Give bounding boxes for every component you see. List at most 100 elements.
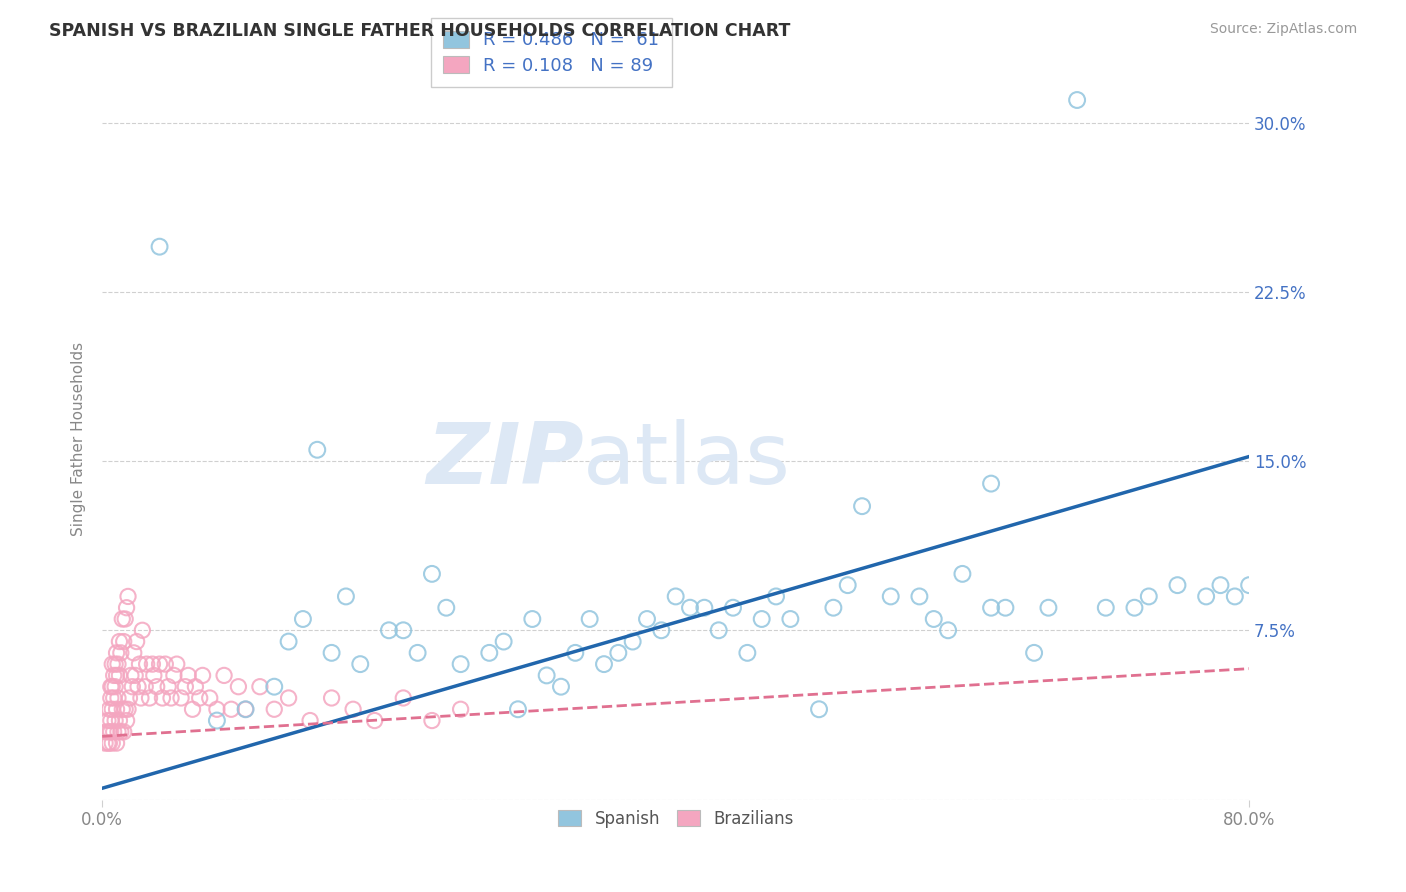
Point — [107, 657, 129, 672]
Point — [117, 702, 139, 716]
Point — [1209, 578, 1232, 592]
Point — [1123, 600, 1146, 615]
Point — [108, 634, 131, 648]
Point — [392, 690, 415, 705]
Point — [115, 714, 138, 728]
Point — [122, 646, 145, 660]
Point — [101, 736, 124, 750]
Point — [363, 714, 385, 728]
Point — [307, 442, 329, 457]
Point — [107, 724, 129, 739]
Point — [108, 668, 131, 682]
Point — [564, 646, 586, 660]
Point — [128, 657, 150, 672]
Point — [593, 657, 616, 672]
Point — [263, 680, 285, 694]
Point — [263, 702, 285, 716]
Point — [249, 680, 271, 694]
Point — [980, 476, 1002, 491]
Point — [101, 680, 124, 694]
Point — [693, 600, 716, 615]
Point — [406, 646, 429, 660]
Point — [100, 680, 122, 694]
Point — [922, 612, 945, 626]
Point — [607, 646, 630, 660]
Point — [105, 736, 128, 750]
Y-axis label: Single Father Households: Single Father Households — [72, 342, 86, 535]
Point — [1195, 590, 1218, 604]
Point — [170, 690, 193, 705]
Point — [621, 634, 644, 648]
Point — [205, 714, 228, 728]
Point — [155, 657, 177, 672]
Text: Source: ZipAtlas.com: Source: ZipAtlas.com — [1209, 22, 1357, 37]
Point — [434, 600, 457, 615]
Point — [115, 600, 138, 615]
Point — [103, 724, 125, 739]
Text: ZIP: ZIP — [426, 418, 583, 501]
Point — [721, 600, 744, 615]
Point — [212, 668, 235, 682]
Point — [349, 657, 371, 672]
Point — [98, 702, 121, 716]
Point — [1223, 590, 1246, 604]
Point — [1094, 600, 1116, 615]
Point — [111, 612, 134, 626]
Point — [105, 646, 128, 660]
Point — [506, 702, 529, 716]
Point — [94, 736, 117, 750]
Point — [121, 680, 143, 694]
Point — [823, 600, 845, 615]
Point — [450, 657, 472, 672]
Point — [1166, 578, 1188, 592]
Point — [101, 702, 124, 716]
Point — [219, 702, 242, 716]
Point — [174, 680, 197, 694]
Point — [152, 690, 174, 705]
Point — [536, 668, 558, 682]
Point — [198, 690, 221, 705]
Point — [97, 736, 120, 750]
Point — [205, 702, 228, 716]
Point — [101, 657, 124, 672]
Point — [908, 590, 931, 604]
Point — [104, 714, 127, 728]
Point — [131, 624, 153, 638]
Point — [679, 600, 702, 615]
Point — [163, 668, 186, 682]
Point — [291, 612, 314, 626]
Point — [650, 624, 672, 638]
Point — [1038, 600, 1060, 615]
Point — [114, 612, 136, 626]
Point — [765, 590, 787, 604]
Point — [117, 590, 139, 604]
Point — [100, 724, 122, 739]
Point — [188, 690, 211, 705]
Point — [148, 240, 170, 254]
Text: atlas: atlas — [582, 418, 790, 501]
Point — [936, 624, 959, 638]
Point — [184, 680, 207, 694]
Point — [125, 634, 148, 648]
Point — [103, 690, 125, 705]
Point — [129, 690, 152, 705]
Point — [952, 566, 974, 581]
Point — [134, 680, 156, 694]
Point — [118, 690, 141, 705]
Point — [235, 702, 257, 716]
Point — [578, 612, 600, 626]
Point — [97, 714, 120, 728]
Point — [148, 657, 170, 672]
Legend: Spanish, Brazilians: Spanish, Brazilians — [551, 803, 800, 835]
Point — [114, 702, 136, 716]
Point — [342, 702, 364, 716]
Point — [105, 668, 128, 682]
Point — [779, 612, 801, 626]
Point — [378, 624, 401, 638]
Point — [335, 590, 357, 604]
Text: SPANISH VS BRAZILIAN SINGLE FATHER HOUSEHOLDS CORRELATION CHART: SPANISH VS BRAZILIAN SINGLE FATHER HOUSE… — [49, 22, 790, 40]
Point — [522, 612, 544, 626]
Point — [636, 612, 658, 626]
Point — [321, 646, 343, 660]
Point — [492, 634, 515, 648]
